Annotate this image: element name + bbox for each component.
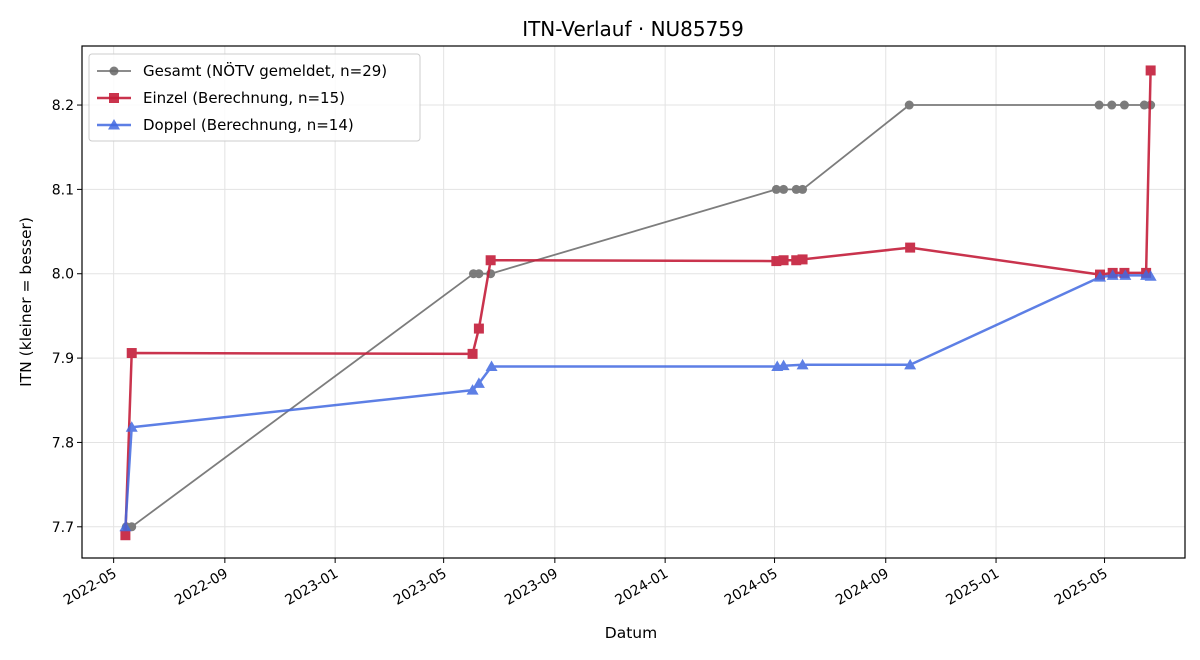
data-point bbox=[1145, 65, 1156, 76]
data-point bbox=[771, 184, 781, 194]
series-circle bbox=[121, 100, 1156, 532]
legend-marker bbox=[109, 66, 119, 76]
legend-box bbox=[88, 53, 421, 142]
data-point bbox=[905, 242, 916, 253]
data-point bbox=[474, 269, 484, 279]
data-point bbox=[796, 358, 809, 370]
y-tick-label: 8.2 bbox=[52, 98, 74, 114]
data-point bbox=[119, 520, 132, 532]
series-layer bbox=[119, 65, 1157, 541]
data-point bbox=[1119, 100, 1129, 110]
data-point bbox=[904, 100, 914, 110]
data-point bbox=[791, 255, 802, 266]
x-tick-label: 2024-05 bbox=[722, 566, 781, 609]
data-point bbox=[1144, 270, 1157, 281]
y-tick-label: 8.1 bbox=[52, 182, 74, 198]
legend-label: Einzel (Berechnung, n=15) bbox=[143, 89, 345, 107]
legend-label: Gesamt (NÖTV gemeldet, n=29) bbox=[143, 61, 387, 80]
legend-marker bbox=[109, 93, 119, 103]
data-point bbox=[120, 530, 131, 541]
data-point bbox=[791, 184, 801, 194]
y-tick-label: 7.8 bbox=[52, 435, 74, 451]
chart-title: ITN-Verlauf · NU85759 bbox=[522, 17, 744, 41]
data-point bbox=[1094, 271, 1107, 282]
x-axis-label: Datum bbox=[605, 624, 657, 642]
y-tick-label: 7.9 bbox=[52, 351, 74, 367]
data-point bbox=[1106, 269, 1119, 280]
x-tick-label: 2022-09 bbox=[172, 566, 231, 609]
data-point bbox=[126, 348, 137, 359]
series-triangle bbox=[119, 269, 1157, 532]
x-tick-label: 2023-09 bbox=[502, 566, 561, 609]
legend-marker bbox=[108, 119, 120, 130]
y-axis-label: ITN (kleiner = besser) bbox=[17, 217, 35, 387]
y-tick-label: 8.0 bbox=[52, 267, 74, 283]
data-point bbox=[1107, 100, 1117, 110]
x-tick-label: 2023-01 bbox=[282, 566, 341, 609]
data-point bbox=[778, 255, 789, 266]
x-tick-label: 2024-01 bbox=[612, 566, 671, 609]
data-point bbox=[472, 377, 485, 388]
data-point bbox=[1094, 100, 1104, 110]
series-line bbox=[126, 104, 1151, 528]
plot-frame bbox=[81, 45, 1186, 559]
data-point bbox=[485, 255, 496, 266]
x-tick-label: 2022-05 bbox=[61, 566, 120, 609]
data-point bbox=[779, 184, 789, 194]
legend-label: Doppel (Berechnung, n=14) bbox=[143, 116, 354, 134]
data-point bbox=[798, 184, 808, 194]
legend: Gesamt (NÖTV gemeldet, n=29) Einzel (Bere… bbox=[88, 53, 421, 142]
x-tick-label: 2025-01 bbox=[943, 566, 1002, 609]
y-tick-label: 7.7 bbox=[52, 520, 74, 536]
data-point bbox=[485, 360, 498, 372]
x-tick-label: 2023-05 bbox=[391, 566, 450, 609]
data-point bbox=[466, 384, 479, 395]
legend-items: Gesamt (NÖTV gemeldet, n=29) Einzel (Bere… bbox=[97, 61, 387, 134]
data-point bbox=[125, 421, 138, 432]
x-tick-label: 2024-09 bbox=[833, 566, 892, 609]
data-point bbox=[1119, 269, 1132, 280]
x-tick-label: 2025-05 bbox=[1052, 566, 1111, 609]
grid-layer bbox=[82, 46, 1185, 558]
data-point bbox=[904, 358, 917, 370]
data-point bbox=[1139, 100, 1149, 110]
data-point bbox=[473, 323, 484, 334]
data-point bbox=[797, 254, 808, 265]
series-line bbox=[124, 274, 1151, 527]
data-point bbox=[777, 359, 790, 371]
data-point bbox=[467, 348, 478, 359]
data-point bbox=[771, 256, 782, 267]
